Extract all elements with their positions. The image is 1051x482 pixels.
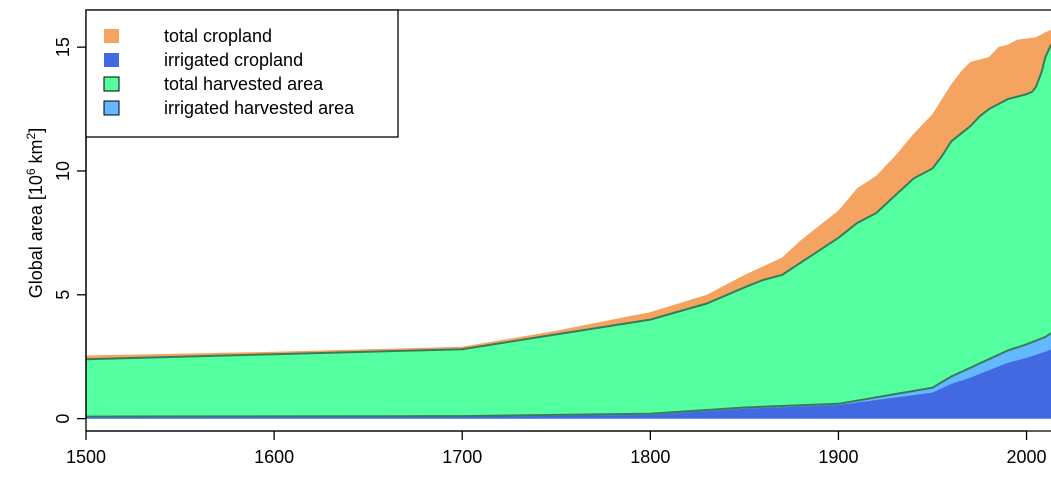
- y-tick-label: 15: [53, 37, 73, 57]
- legend-swatch: [103, 100, 120, 116]
- legend-label: irrigated harvested area: [164, 98, 355, 118]
- y-tick-label: 5: [53, 290, 73, 300]
- y-tick-label: 10: [53, 161, 73, 181]
- y-tick-label: 0: [53, 414, 73, 424]
- legend-swatch: [103, 76, 120, 92]
- legend-swatch: [104, 53, 119, 67]
- x-tick-label: 2000: [1007, 447, 1047, 467]
- plot-frame: [85, 9, 1051, 432]
- legend-box: [85, 9, 399, 138]
- x-tick-label: 1900: [818, 447, 858, 467]
- line-total-harvested-area: [86, 44, 1051, 361]
- area-irrigated-cropland: [86, 349, 1051, 419]
- x-tick-label: 1600: [254, 447, 294, 467]
- y-axis-title: Global area [106 km2]: [24, 128, 46, 298]
- legend-label: irrigated cropland: [164, 50, 303, 70]
- line-irrigated-harvested-area: [86, 332, 1051, 418]
- x-tick-label: 1800: [630, 447, 670, 467]
- x-tick-label: 1700: [442, 447, 482, 467]
- x-tick-label: 1500: [66, 447, 106, 467]
- legend-label: total harvested area: [164, 74, 324, 94]
- area-total-harvested-area: [86, 44, 1051, 419]
- plot-area: [86, 29, 1051, 419]
- legend: total cropland irrigated cropland total ha…: [85, 9, 399, 138]
- axes: 1500 1600 1700 1800 1900 2000 0 5 10 15: [53, 9, 1051, 467]
- legend-swatch: [104, 29, 119, 43]
- legend-label: total cropland: [164, 26, 272, 46]
